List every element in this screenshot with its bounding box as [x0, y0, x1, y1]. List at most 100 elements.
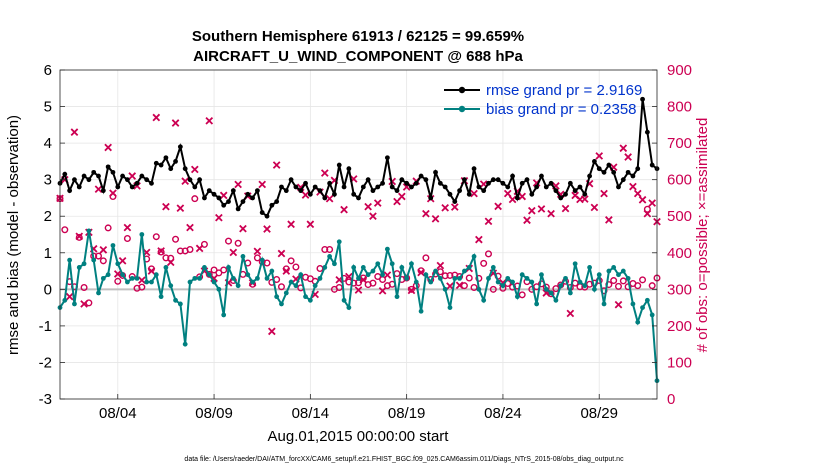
rmse-point — [413, 180, 419, 186]
obs-possible-point — [316, 264, 324, 272]
bias-point — [437, 275, 443, 281]
bias-series — [57, 228, 660, 384]
rmse-point — [230, 188, 236, 194]
bias-point — [375, 261, 381, 267]
rmse-point — [81, 173, 87, 179]
bias-point — [298, 272, 304, 278]
rmse-point — [625, 169, 631, 175]
rmse-point — [240, 199, 246, 205]
bias-point — [558, 283, 564, 289]
bias-point — [630, 301, 636, 307]
bias-point — [514, 294, 520, 300]
rmse-series — [57, 96, 660, 219]
obs-possible-point — [172, 235, 180, 243]
rmse-point — [404, 180, 410, 186]
rmse-point — [100, 188, 106, 194]
rmse-point — [298, 188, 304, 194]
obs-possible-point — [643, 205, 651, 213]
obs-assimilated-point — [282, 267, 291, 275]
obs-assimilated-series — [56, 113, 661, 336]
obs-assimilated-point — [94, 185, 103, 194]
bias-point — [100, 275, 106, 281]
rmse-point — [341, 184, 347, 190]
obs-assimilated-point — [320, 169, 329, 177]
bias-line — [59, 230, 658, 381]
chart-title-line1: Southern Hemisphere 61913 / 62125 = 99.6… — [192, 28, 524, 45]
obs-assimilated-point — [345, 272, 353, 281]
rmse-point — [409, 184, 414, 190]
rmse-point — [644, 129, 650, 135]
rmse-point — [596, 166, 602, 172]
bias-point — [567, 290, 573, 296]
obs-assimilated-point — [508, 195, 517, 204]
x-tick-label: 08/24 — [484, 405, 522, 422]
left-tick-label: 2 — [44, 208, 52, 225]
bias-point — [240, 254, 246, 259]
left-tick-label: 4 — [44, 135, 52, 152]
obs-assimilated-point — [325, 194, 334, 203]
rmse-point — [67, 188, 73, 194]
bias-point — [197, 275, 203, 281]
obs-assimilated-point — [484, 217, 493, 226]
bias-point — [307, 297, 313, 303]
rmse-point — [245, 191, 251, 197]
rmse-point — [510, 173, 515, 179]
obs-assimilated-point — [258, 180, 267, 189]
bias-point — [149, 279, 154, 285]
obs-assimilated-point — [166, 258, 175, 267]
rmse-point — [168, 166, 174, 172]
rmse-point — [384, 155, 390, 161]
obs-assimilated-point — [441, 203, 449, 212]
obs-assimilated-point — [619, 144, 628, 153]
bias-point — [543, 286, 549, 292]
obs-possible-point — [205, 270, 213, 278]
rmse-point — [447, 191, 453, 197]
bias-point — [616, 272, 621, 278]
bias-point — [67, 257, 73, 263]
rmse-point — [389, 184, 395, 190]
rmse-point — [519, 180, 525, 186]
obs-possible-point — [480, 259, 488, 267]
bias-point — [486, 275, 491, 281]
rmse-point — [433, 169, 438, 175]
rmse-point — [91, 169, 97, 175]
right-tick-label: 900 — [667, 62, 692, 79]
obs-assimilated-point — [239, 224, 247, 233]
rmse-point — [529, 191, 535, 197]
bias-point — [312, 283, 318, 289]
bias-point — [447, 305, 453, 311]
rmse-point — [307, 191, 313, 197]
rmse-point — [216, 195, 222, 201]
obs-possible-point — [287, 257, 295, 265]
obs-assimilated-point — [633, 189, 642, 198]
rmse-point — [336, 162, 342, 168]
bias-point — [279, 301, 284, 307]
rmse-point — [158, 162, 164, 168]
rmse-point — [226, 199, 231, 205]
bias-point — [336, 239, 342, 245]
obs-possible-point — [152, 233, 160, 241]
bias-point — [293, 283, 299, 289]
obs-assimilated-point — [605, 216, 613, 224]
bias-point — [173, 297, 178, 303]
obs-possible-point — [61, 226, 69, 234]
rmse-point — [182, 166, 188, 172]
left-tick-label: 0 — [44, 281, 52, 298]
right-tick-label: 700 — [667, 135, 692, 152]
obs-possible-point — [186, 245, 194, 253]
rmse-point — [649, 162, 655, 168]
obs-possible-point — [176, 247, 184, 255]
bias-point — [519, 272, 525, 278]
bias-point — [413, 279, 419, 285]
x-tick-label: 08/04 — [99, 405, 137, 422]
bias-point — [264, 275, 270, 281]
obs-assimilated-point — [494, 202, 502, 211]
rmse-point — [259, 210, 265, 215]
bias-point — [221, 312, 227, 318]
left-axis-ticks: -3 -2 -1 0 1 2 3 4 5 6 — [39, 62, 65, 408]
obs-assimilated-point — [263, 225, 271, 233]
bias-point — [505, 275, 511, 281]
bias-point — [158, 294, 164, 300]
obs-possible-point — [393, 270, 401, 278]
obs-assimilated-point — [186, 223, 194, 232]
